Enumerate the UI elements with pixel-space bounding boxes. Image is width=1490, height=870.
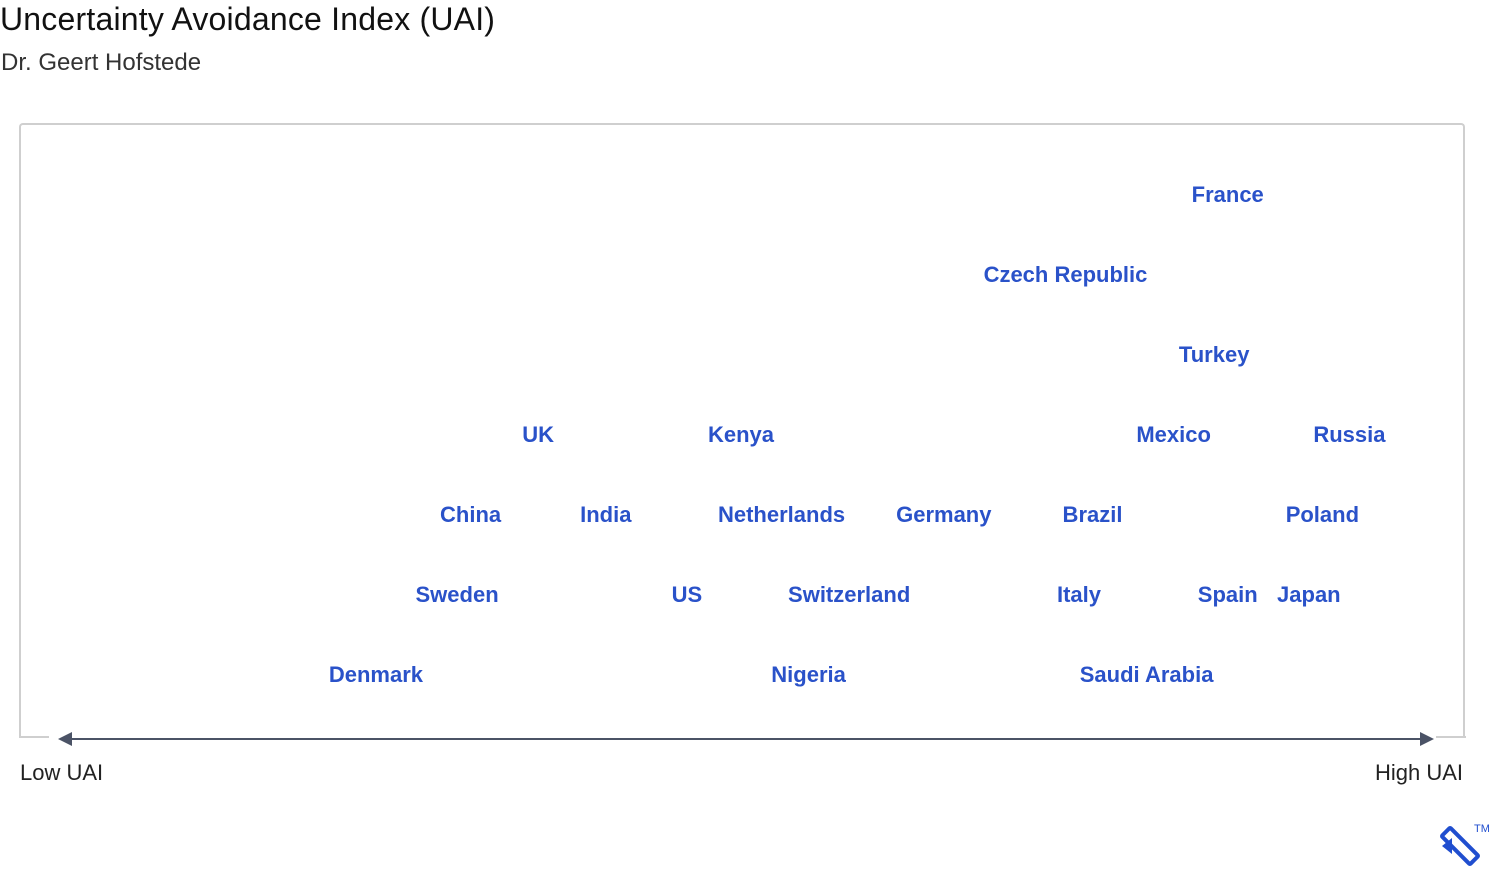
country-label-switzerland: Switzerland	[788, 582, 911, 607]
country-label-nigeria: Nigeria	[771, 662, 846, 687]
country-label-czech-republic: Czech Republic	[983, 262, 1148, 287]
country-label-mexico: Mexico	[1136, 422, 1211, 447]
frame-foot-left	[19, 736, 49, 738]
page-subtitle: Dr. Geert Hofstede	[1, 49, 202, 76]
country-label-japan: Japan	[1277, 582, 1341, 607]
country-label-russia: Russia	[1313, 422, 1386, 447]
country-label-poland: Poland	[1285, 502, 1360, 527]
country-label-turkey: Turkey	[1178, 342, 1250, 367]
toptal-logo-icon: TM	[1440, 823, 1490, 866]
country-label-denmark: Denmark	[328, 662, 424, 687]
country-label-netherlands: Netherlands	[717, 502, 846, 527]
plot-frame: France Czech Republic Turkey UK Kenya Mexico R…	[19, 123, 1465, 737]
frame-foot-right	[1436, 736, 1466, 738]
country-label-france: France	[1191, 182, 1264, 207]
uai-axis-arrow	[58, 732, 1434, 746]
country-label-brazil: Brazil	[1062, 502, 1123, 527]
country-label-germany: Germany	[896, 502, 992, 527]
country-label-uk: UK	[522, 422, 555, 447]
country-label-us: US	[671, 582, 703, 607]
low-uai-label: Low UAI	[20, 760, 104, 785]
trademark-mark: TM	[1474, 823, 1490, 835]
country-label-sweden: Sweden	[415, 582, 499, 607]
country-label-india: India	[580, 502, 632, 527]
country-label-spain: Spain	[1197, 582, 1258, 607]
page-title: Uncertainty Avoidance Index (UAI)	[0, 1, 496, 37]
country-label-china: China	[440, 502, 502, 527]
country-label-saudi-arabia: Saudi Arabia	[1079, 662, 1214, 687]
country-label-italy: Italy	[1056, 582, 1102, 607]
high-uai-label: High UAI	[1375, 760, 1464, 785]
country-label-kenya: Kenya	[707, 422, 775, 447]
